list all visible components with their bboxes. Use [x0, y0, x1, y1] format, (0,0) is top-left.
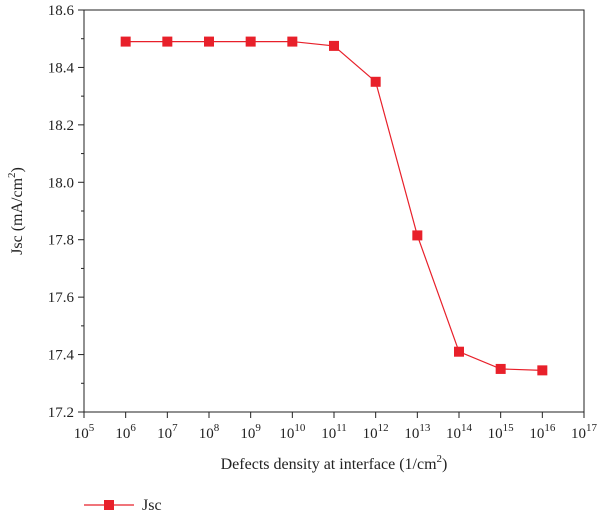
x-tick-label: 106	[115, 422, 136, 442]
x-tick-exponent: 7	[172, 422, 178, 434]
x-axis-title-main: Defects density at interface (1/cm	[221, 456, 437, 473]
x-tick-exponent: 16	[544, 422, 556, 434]
x-axis-title: Defects density at interface (1/cm2)	[221, 453, 448, 473]
x-tick-base: 10	[321, 426, 336, 442]
y-tick-label: 18.2	[48, 118, 74, 134]
data-point	[370, 76, 381, 87]
x-tick-base: 10	[115, 426, 130, 442]
x-tick-base: 10	[571, 426, 586, 442]
data-point	[329, 40, 339, 51]
y-axis-ticks: 17.2 17.4 17.6 17.8 18.0 18.2 18.4 18.6	[48, 3, 84, 421]
x-tick-base: 10	[404, 426, 419, 442]
y-axis-title-superscript: 2	[6, 172, 18, 178]
x-axis-title-superscript: 2	[437, 453, 443, 465]
x-tick-label: 1011	[321, 422, 347, 442]
data-point	[204, 36, 214, 47]
x-axis-title-end: )	[442, 456, 447, 473]
plot-frame	[83, 9, 585, 413]
y-tick-label: 17.6	[48, 290, 75, 306]
x-tick-label: 1017	[571, 422, 598, 442]
data-point	[245, 36, 256, 47]
data-point	[287, 36, 298, 47]
x-tick-label: 1010	[279, 422, 306, 442]
y-tick-label: 17.2	[48, 405, 74, 421]
y-axis-title-main: Jsc (mA/cm	[9, 177, 26, 254]
x-tick-exponent: 9	[255, 422, 261, 434]
y-axis-title-end: )	[9, 167, 26, 172]
x-tick-label: 108	[199, 422, 220, 442]
data-point	[537, 365, 548, 376]
y-tick-label: 17.8	[48, 233, 74, 249]
x-tick-label: 1013	[404, 422, 431, 442]
y-tick-label: 17.4	[48, 348, 75, 364]
x-tick-base: 10	[74, 426, 89, 442]
x-tick-label: 1015	[488, 422, 514, 442]
x-tick-label: 105	[74, 422, 95, 442]
y-tick-label: 18.0	[48, 175, 74, 191]
legend-marker	[104, 500, 114, 510]
x-axis-ticks: 105 106 107 108 109 1010 1011 1012 1013 1014 1015 1…	[74, 412, 598, 442]
y-tick-label: 18.4	[48, 60, 75, 76]
series-line-jsc	[125, 40, 543, 371]
series-layer	[120, 36, 548, 376]
data-point	[412, 230, 423, 241]
x-tick-exponent: 12	[378, 422, 389, 434]
x-tick-label: 109	[240, 422, 261, 442]
x-tick-exponent: 6	[130, 422, 136, 434]
data-point	[495, 363, 506, 374]
x-tick-exponent: 17	[586, 422, 598, 434]
data-point	[454, 346, 464, 357]
x-tick-exponent: 8	[214, 422, 220, 434]
x-tick-base: 10	[446, 426, 461, 442]
legend: Jsc	[84, 497, 162, 514]
x-tick-base: 10	[529, 426, 544, 442]
y-axis-title: Jsc (mA/cm2)	[6, 167, 26, 255]
x-tick-label: 107	[157, 422, 178, 442]
x-tick-base: 10	[363, 426, 378, 442]
legend-label-jsc: Jsc	[142, 497, 162, 514]
data-point	[162, 36, 173, 47]
x-tick-base: 10	[157, 426, 172, 442]
x-tick-exponent: 15	[503, 422, 514, 434]
x-tick-exponent: 5	[89, 422, 95, 434]
x-tick-base: 10	[279, 426, 294, 442]
x-tick-exponent: 14	[461, 422, 473, 434]
x-tick-base: 10	[199, 426, 214, 442]
x-tick-base: 10	[488, 426, 503, 442]
y-tick-label: 18.6	[48, 3, 75, 19]
x-tick-exponent: 11	[336, 422, 347, 434]
x-tick-base: 10	[240, 426, 255, 442]
x-tick-exponent: 13	[419, 422, 431, 434]
x-tick-label: 1014	[446, 422, 473, 442]
x-tick-label: 1016	[529, 422, 556, 442]
data-point	[120, 36, 131, 47]
x-tick-exponent: 10	[294, 422, 306, 434]
x-tick-label: 1012	[363, 422, 389, 442]
